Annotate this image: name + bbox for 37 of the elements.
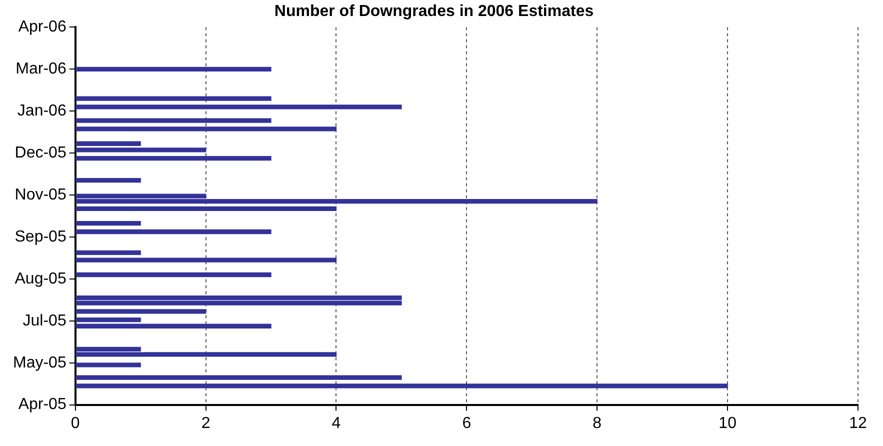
bar (76, 384, 728, 388)
chart-title: Number of Downgrades in 2006 Estimates (274, 3, 594, 20)
bar (76, 221, 141, 226)
y-tick-label: Jan-06 (17, 102, 66, 120)
y-tick-label: May-05 (12, 354, 66, 372)
y-tick-label: Mar-06 (16, 60, 66, 78)
y-tick-label: Dec-05 (14, 144, 66, 162)
bar (76, 309, 206, 314)
bar (76, 258, 337, 262)
bar (76, 156, 272, 161)
bar (76, 118, 272, 123)
bar (76, 206, 337, 211)
bar (76, 318, 141, 322)
y-tick-label: Jul-05 (22, 312, 66, 330)
bar (76, 272, 272, 278)
bar (76, 375, 402, 380)
x-tick-label: 0 (70, 414, 80, 432)
y-tick-label: Aug-05 (14, 270, 66, 288)
x-tick-label: 12 (849, 414, 867, 432)
bar (76, 178, 141, 183)
y-tick-label: Apr-06 (18, 18, 66, 36)
x-tick-label: 6 (462, 414, 472, 432)
y-tick-label: Apr-05 (18, 396, 66, 414)
x-tick-label: 10 (718, 414, 737, 432)
x-tick-label: 8 (592, 414, 602, 432)
bar (76, 324, 272, 328)
y-tick-label: Sep-05 (14, 228, 66, 246)
bar (76, 126, 337, 132)
x-tick-label: 2 (201, 414, 210, 432)
bar (76, 362, 141, 368)
bar (76, 229, 272, 234)
bar (76, 96, 272, 101)
y-tick-label: Nov-05 (14, 186, 66, 204)
x-tick-label: 4 (332, 414, 341, 432)
bar (76, 104, 402, 110)
bar (76, 250, 141, 256)
bar (76, 66, 272, 72)
